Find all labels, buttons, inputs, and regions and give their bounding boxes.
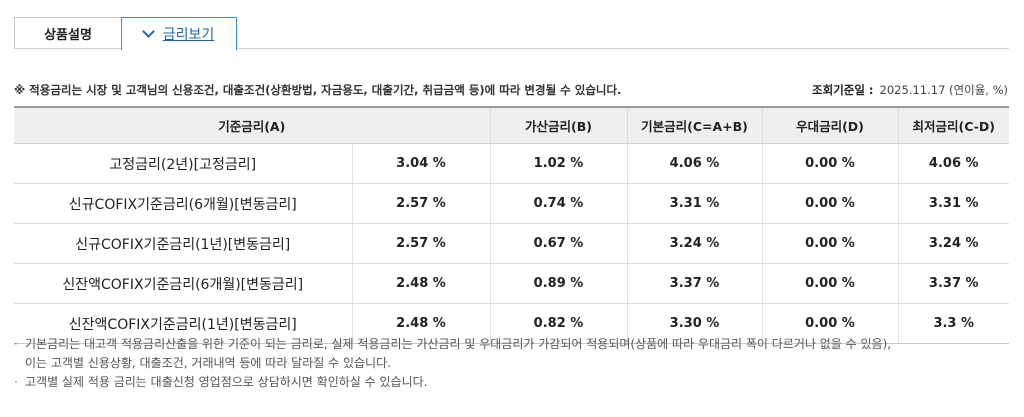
base-rate-value: 3.04 %	[351, 143, 490, 184]
footnote-actual-rate: 고객별 실제 적용 금리는 대출신청 영업점으로 상담하시면 확인하실 수 있습…	[14, 373, 1014, 392]
table-row: 신규COFIX기준금리(1년)[변동금리] 2.57 % 0.67 % 3.24…	[14, 223, 1009, 264]
reference-date-label: 조회기준일 :	[812, 83, 874, 97]
base-rate-value: 2.48 %	[351, 263, 490, 304]
base-rate-value: 2.57 %	[351, 223, 490, 264]
basic-rate-value: 3.37 %	[626, 263, 762, 304]
add-rate-value: 0.67 %	[489, 223, 627, 264]
header-pref-rate: 우대금리(D)	[761, 106, 898, 144]
header-min-rate: 최저금리(C-D)	[897, 106, 1009, 144]
basic-rate-value: 4.06 %	[626, 143, 762, 184]
table-row: 신규COFIX기준금리(6개월)[변동금리] 2.57 % 0.74 % 3.3…	[14, 183, 1009, 224]
pref-rate-value: 0.00 %	[761, 263, 898, 304]
rate-type: 신규COFIX기준금리(1년)[변동금리]	[14, 223, 352, 264]
header-add-rate: 가산금리(B)	[489, 106, 627, 144]
table-header-row: 기준금리(A) 가산금리(B) 기본금리(C=A+B) 우대금리(D) 최저금리…	[14, 106, 1009, 144]
rate-notice: ※ 적용금리는 시장 및 고객님의 신용조건, 대출조건(상환방법, 자금용도,…	[14, 83, 622, 97]
tab-label: 상품설명	[44, 27, 92, 43]
basic-rate-value: 3.31 %	[626, 183, 762, 224]
basic-rate-value: 3.24 %	[626, 223, 762, 264]
header-basic-rate: 기본금리(C=A+B)	[626, 106, 762, 144]
base-rate-value: 2.57 %	[351, 183, 490, 224]
add-rate-value: 0.74 %	[489, 183, 627, 224]
min-rate-value: 3.31 %	[897, 183, 1009, 224]
table-row: 고정금리(2년)[고정금리] 3.04 % 1.02 % 4.06 % 0.00…	[14, 143, 1009, 184]
tab-bar: 상품설명 금리보기	[14, 17, 1009, 50]
add-rate-value: 1.02 %	[489, 143, 627, 184]
rate-type: 신규COFIX기준금리(6개월)[변동금리]	[14, 183, 352, 224]
tab-view-rates[interactable]: 금리보기	[121, 17, 237, 50]
tab-product-description[interactable]: 상품설명	[14, 17, 122, 48]
rate-type: 신잔액COFIX기준금리(6개월)[변동금리]	[14, 263, 352, 304]
reference-date-value: 2025.11.17 (연이율, %)	[879, 83, 1008, 97]
tab-baseline	[14, 48, 1009, 49]
pref-rate-value: 0.00 %	[761, 223, 898, 264]
min-rate-value: 4.06 %	[897, 143, 1009, 184]
table-row: 신잔액COFIX기준금리(6개월)[변동금리] 2.48 % 0.89 % 3.…	[14, 263, 1009, 304]
chevron-down-icon	[141, 25, 155, 38]
footnotes: 기본금리는 대고객 적용금리산출을 위한 기준이 되는 금리로, 실제 적용금리…	[14, 335, 1014, 392]
min-rate-value: 3.37 %	[897, 263, 1009, 304]
pref-rate-value: 0.00 %	[761, 183, 898, 224]
header-base-rate: 기준금리(A)	[14, 106, 490, 144]
rate-type: 고정금리(2년)[고정금리]	[14, 143, 352, 184]
rate-table: 기준금리(A) 가산금리(B) 기본금리(C=A+B) 우대금리(D) 최저금리…	[14, 106, 1009, 344]
footnote-basic-rate-continued: 이는 고객별 신용상황, 대출조건, 거래내역 등에 따라 달라질 수 있습니다…	[25, 356, 391, 370]
tab-label: 금리보기	[162, 27, 215, 43]
pref-rate-value: 0.00 %	[761, 143, 898, 184]
reference-date: 조회기준일 : 2025.11.17 (연이율, %)	[812, 82, 1008, 98]
add-rate-value: 0.89 %	[489, 263, 627, 304]
min-rate-value: 3.24 %	[897, 223, 1009, 264]
footnote-basic-rate: 기본금리는 대고객 적용금리산출을 위한 기준이 되는 금리로, 실제 적용금리…	[14, 335, 1014, 354]
